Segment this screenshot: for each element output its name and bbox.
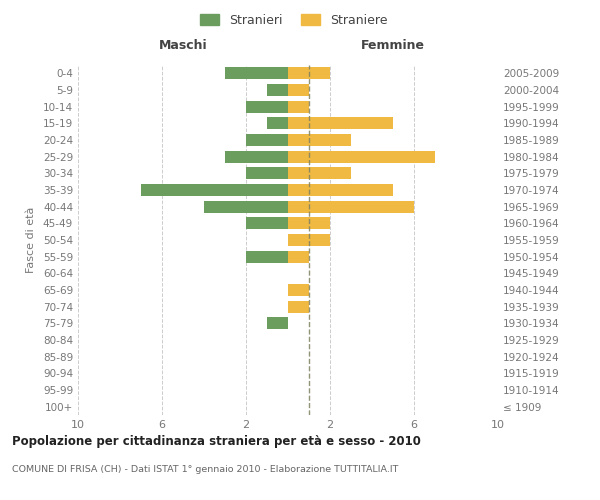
Bar	[246, 100, 288, 112]
Bar	[288, 300, 309, 312]
Text: Maschi: Maschi	[158, 38, 208, 52]
Bar	[246, 134, 288, 146]
Bar	[288, 68, 330, 80]
Bar	[288, 168, 351, 179]
Bar	[204, 200, 288, 212]
Bar	[288, 284, 309, 296]
Text: Femmine: Femmine	[361, 38, 425, 52]
Bar	[288, 100, 309, 112]
Bar	[288, 118, 393, 130]
Bar	[141, 184, 288, 196]
Bar	[288, 200, 414, 212]
Bar	[288, 184, 393, 196]
Bar	[288, 234, 330, 246]
Bar	[246, 250, 288, 262]
Text: Popolazione per cittadinanza straniera per età e sesso - 2010: Popolazione per cittadinanza straniera p…	[12, 435, 421, 448]
Bar	[225, 68, 288, 80]
Legend: Stranieri, Straniere: Stranieri, Straniere	[196, 8, 392, 32]
Bar	[267, 84, 288, 96]
Bar	[246, 168, 288, 179]
Bar	[225, 150, 288, 162]
Bar	[288, 84, 309, 96]
Bar	[288, 134, 351, 146]
Bar	[288, 250, 309, 262]
Bar	[267, 118, 288, 130]
Bar	[267, 318, 288, 330]
Text: COMUNE DI FRISA (CH) - Dati ISTAT 1° gennaio 2010 - Elaborazione TUTTITALIA.IT: COMUNE DI FRISA (CH) - Dati ISTAT 1° gen…	[12, 465, 398, 474]
Y-axis label: Fasce di età: Fasce di età	[26, 207, 36, 273]
Bar	[246, 218, 288, 230]
Bar	[288, 218, 330, 230]
Bar	[288, 150, 435, 162]
